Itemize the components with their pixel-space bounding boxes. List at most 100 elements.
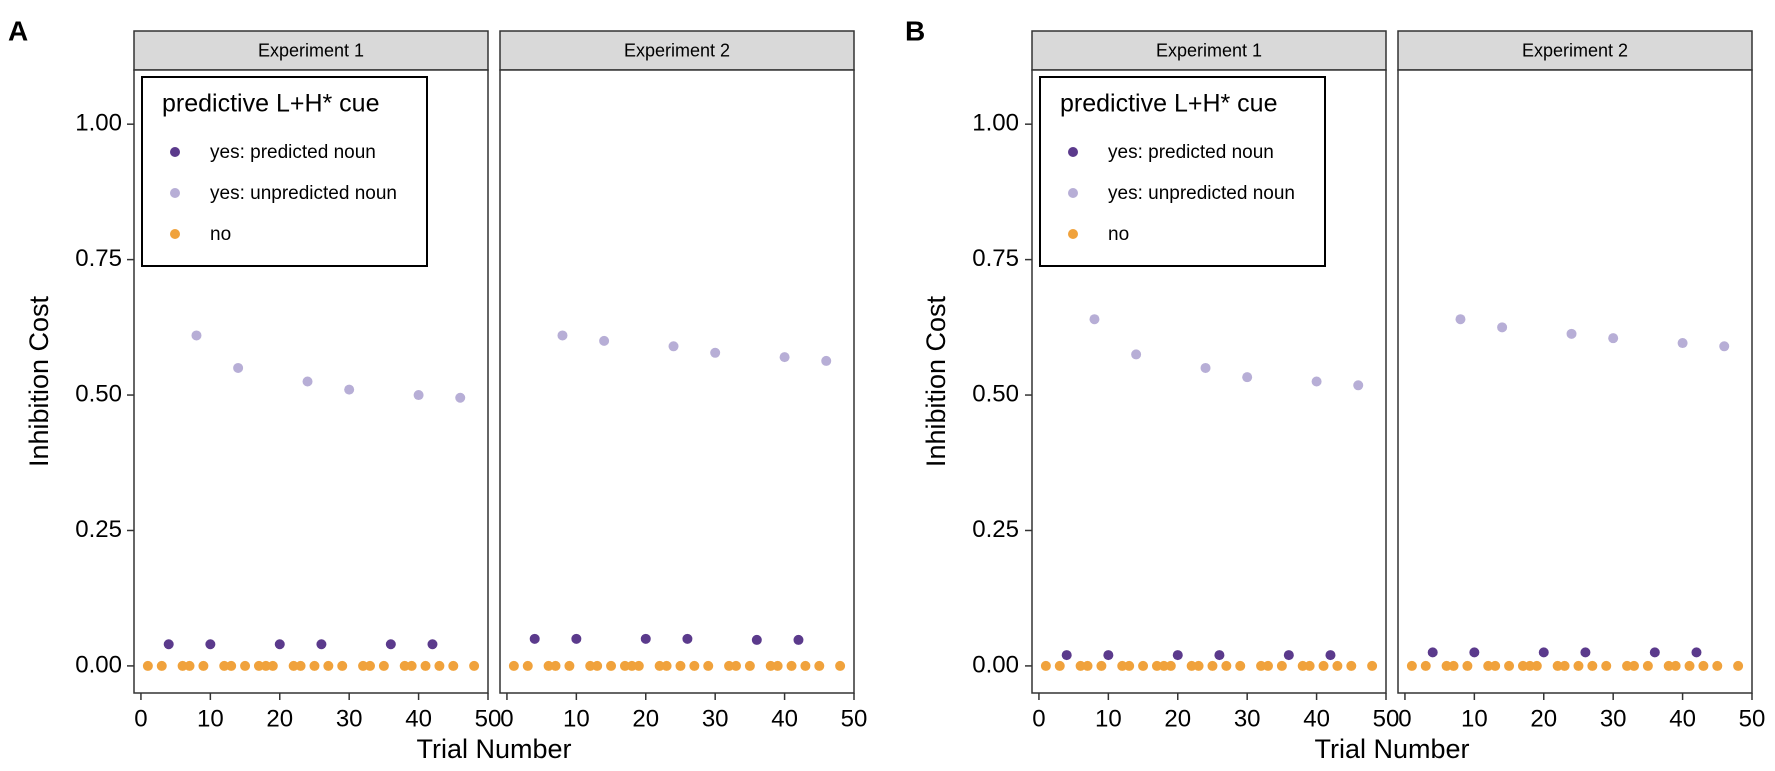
data-point (1193, 660, 1204, 671)
facet-strip-label: Experiment 2 (624, 40, 730, 60)
data-point (1580, 647, 1591, 658)
data-point (1733, 660, 1744, 671)
data-point (253, 660, 264, 671)
y-axis-title: Inhibition Cost (921, 295, 951, 467)
data-point (420, 660, 431, 671)
panel-letter: A (8, 15, 28, 46)
data-point (1649, 647, 1660, 658)
series-no (1406, 660, 1744, 671)
data-point (358, 660, 369, 671)
data-point (163, 639, 174, 650)
x-tick-label: 50 (1739, 705, 1766, 732)
data-point (1601, 660, 1612, 671)
legend: predictive L+H* cue yes: predicted noun ye… (1039, 76, 1326, 267)
data-point (1158, 660, 1169, 671)
facet-panel-2: Experiment 2 0 10 20 30 40 50 (499, 30, 867, 732)
data-point (337, 660, 348, 671)
data-point (1622, 660, 1633, 671)
data-point (1207, 660, 1218, 671)
data-point (1103, 650, 1114, 661)
data-point (1138, 660, 1149, 671)
data-point (1235, 660, 1246, 671)
data-point (1082, 660, 1093, 671)
data-point (1367, 660, 1378, 671)
data-point (1497, 322, 1508, 333)
y-tick-label: 0.25 (75, 516, 122, 543)
data-point (689, 660, 700, 671)
chart-a: A Inhibition Cost 0.00 0.25 0.50 0.75 1.00 Expe… (8, 15, 867, 764)
data-point (564, 660, 575, 671)
data-point (1441, 660, 1452, 671)
data-point (1165, 660, 1176, 671)
series-yes-predicted-noun (529, 633, 804, 645)
data-point (302, 376, 313, 387)
data-point (1117, 660, 1128, 671)
facet-strip (133, 30, 489, 71)
data-point (267, 660, 278, 671)
x-tick-label: 20 (1530, 705, 1557, 732)
series-no (142, 660, 480, 671)
data-point (821, 355, 832, 366)
x-tick-label: 30 (1600, 705, 1627, 732)
data-point (1200, 362, 1211, 373)
data-point (1131, 349, 1142, 360)
data-point (765, 660, 776, 671)
data-point (309, 660, 320, 671)
data-point (835, 660, 846, 671)
data-point (1483, 660, 1494, 671)
data-point (1242, 372, 1253, 383)
data-point (654, 660, 665, 671)
legend-entry-label: no (210, 224, 231, 245)
data-point (522, 660, 533, 671)
data-point (710, 347, 721, 358)
data-point (800, 660, 811, 671)
data-point (1670, 660, 1681, 671)
data-point (1096, 660, 1107, 671)
data-point (1420, 660, 1431, 671)
facet-strip (1031, 30, 1387, 71)
data-point (1559, 660, 1570, 671)
data-point (1089, 314, 1100, 325)
y-tick-label: 0.50 (75, 380, 122, 407)
data-point (592, 660, 603, 671)
data-point (142, 660, 153, 671)
data-point (1504, 660, 1515, 671)
data-point (1263, 660, 1273, 671)
y-tick-label: 0.50 (972, 380, 1019, 407)
data-point (1332, 660, 1343, 671)
x-axis-title: Trial Number (1314, 734, 1469, 764)
data-point (288, 660, 299, 671)
data-point (1325, 650, 1336, 661)
data-point (619, 660, 630, 671)
data-point (1256, 660, 1267, 671)
series-yes-unpredicted-noun (1089, 314, 1364, 391)
legend-key (1068, 188, 1078, 198)
data-point (1531, 660, 1542, 671)
y-tick-label: 0.75 (972, 245, 1019, 272)
data-point (1712, 660, 1723, 671)
data-point (1151, 660, 1162, 671)
data-point (626, 660, 637, 671)
series-yes-predicted-noun (1427, 647, 1702, 658)
data-point (1172, 650, 1183, 661)
data-point (469, 660, 480, 671)
data-point (675, 660, 686, 671)
data-point (557, 330, 568, 341)
data-point (316, 639, 327, 650)
data-point (274, 639, 285, 650)
data-point (198, 660, 209, 671)
legend-key (1068, 147, 1078, 157)
data-point (508, 660, 519, 671)
data-point (1490, 660, 1501, 671)
panel-letter: B (905, 15, 925, 46)
data-point (682, 633, 693, 644)
data-point (1698, 660, 1709, 671)
data-point (814, 660, 825, 671)
y-tick-label: 0.75 (75, 245, 122, 272)
y-tick-label: 0.25 (972, 516, 1019, 543)
data-point (724, 660, 735, 671)
data-point (1566, 328, 1577, 339)
x-tick-label: 30 (702, 705, 729, 732)
data-point (1608, 333, 1619, 344)
x-tick-label: 40 (1303, 705, 1330, 732)
